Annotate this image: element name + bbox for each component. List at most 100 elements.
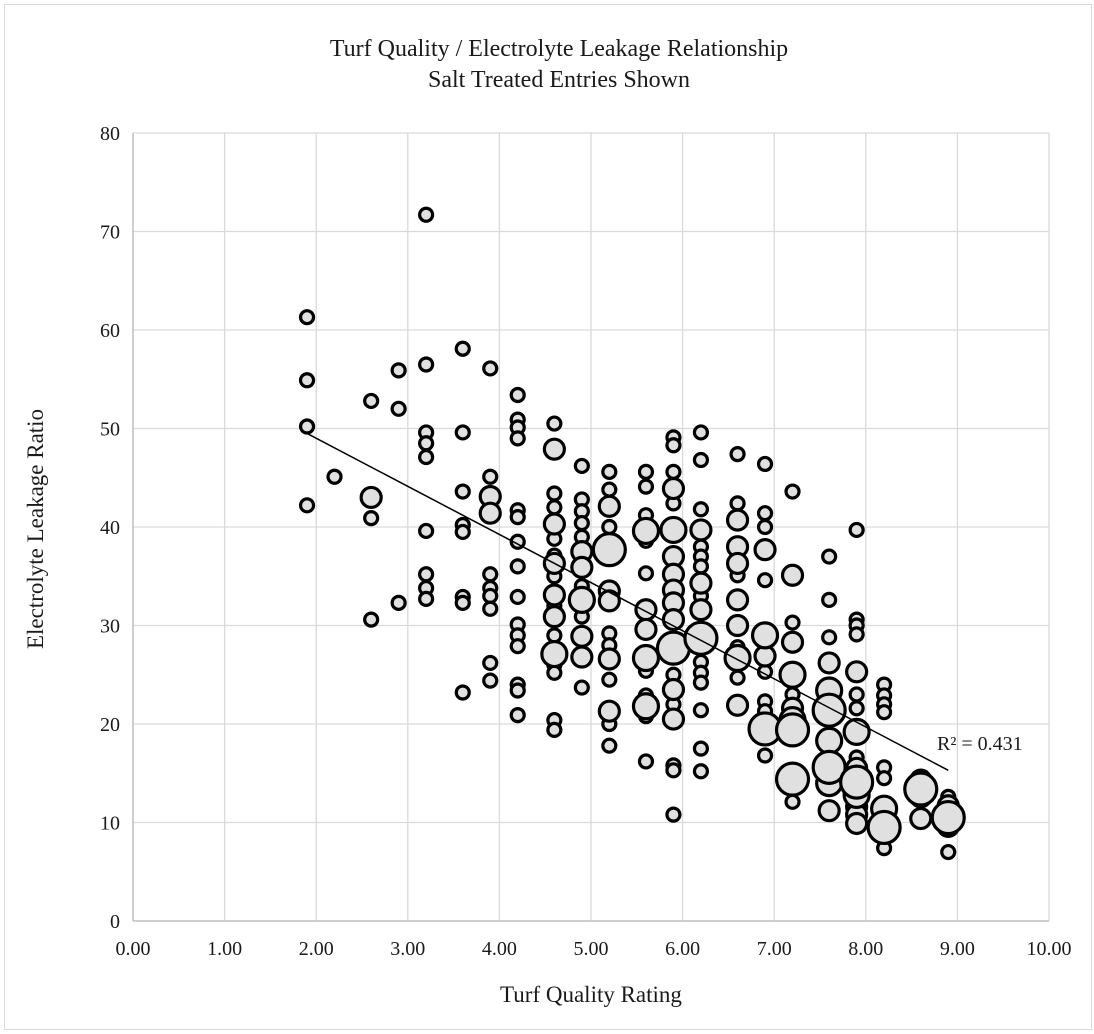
y-tick-label: 80 bbox=[100, 123, 120, 145]
axes bbox=[132, 133, 1049, 922]
data-point bbox=[634, 598, 658, 622]
data-point bbox=[597, 699, 621, 723]
data-point bbox=[637, 753, 655, 770]
data-point bbox=[756, 747, 774, 764]
data-point bbox=[774, 761, 811, 797]
data-point bbox=[659, 515, 688, 545]
chart-title: Turf Quality / Electrolyte Leakage Relat… bbox=[330, 36, 788, 62]
data-point bbox=[418, 206, 435, 223]
data-point bbox=[390, 400, 407, 417]
data-point bbox=[725, 508, 750, 532]
x-tick-label: 6.00 bbox=[665, 938, 700, 960]
data-point bbox=[540, 639, 569, 669]
data-point bbox=[482, 672, 499, 689]
data-point bbox=[542, 437, 566, 461]
data-point bbox=[298, 418, 316, 435]
data-point bbox=[845, 660, 869, 684]
data-point bbox=[729, 669, 746, 686]
x-tick-label: 8.00 bbox=[848, 938, 883, 960]
data-point bbox=[363, 611, 380, 628]
data-point bbox=[509, 558, 526, 575]
data-point bbox=[909, 806, 933, 831]
data-point bbox=[326, 468, 343, 485]
y-tick-label: 30 bbox=[100, 616, 120, 638]
data-point bbox=[725, 613, 750, 638]
data-point bbox=[692, 702, 710, 719]
y-axis-title: Electrolyte Leakage Ratio bbox=[23, 409, 48, 649]
data-point bbox=[454, 594, 471, 611]
x-tick-label: 4.00 bbox=[482, 938, 517, 960]
data-point bbox=[780, 563, 805, 587]
data-point bbox=[597, 589, 621, 613]
data-point bbox=[601, 671, 618, 688]
y-tick-label: 0 bbox=[110, 911, 120, 933]
x-tick-labels: 0.00 1.00 2.00 3.00 4.00 5.00 6.00 7.00 8.00 9.00… bbox=[116, 938, 1072, 960]
data-point bbox=[546, 664, 563, 681]
data-point bbox=[601, 518, 618, 536]
data-point bbox=[509, 638, 526, 655]
data-point bbox=[689, 571, 713, 595]
data-point bbox=[573, 514, 590, 532]
data-point bbox=[845, 811, 869, 836]
data-point bbox=[637, 463, 655, 480]
x-tick-label: 10.00 bbox=[1027, 938, 1072, 960]
data-point bbox=[756, 572, 774, 589]
data-point bbox=[597, 647, 621, 671]
data-point bbox=[661, 476, 686, 501]
data-point bbox=[482, 587, 499, 605]
y-tick-label: 20 bbox=[100, 714, 120, 736]
data-point bbox=[778, 660, 807, 689]
data-point bbox=[478, 501, 502, 525]
data-point bbox=[683, 620, 719, 656]
data-point bbox=[692, 451, 710, 469]
data-point bbox=[298, 497, 316, 514]
data-point bbox=[482, 360, 499, 377]
data-point bbox=[876, 770, 893, 787]
data-point bbox=[780, 630, 805, 654]
data-point bbox=[634, 617, 658, 642]
data-point bbox=[482, 600, 499, 617]
data-point bbox=[784, 483, 801, 500]
data-point bbox=[839, 764, 875, 800]
data-point bbox=[509, 707, 526, 724]
data-point bbox=[418, 356, 435, 373]
data-point bbox=[454, 340, 471, 357]
data-point bbox=[597, 494, 621, 518]
chart-subtitle: Salt Treated Entries Shown bbox=[428, 67, 690, 93]
data-point bbox=[689, 518, 713, 542]
data-point bbox=[509, 588, 526, 606]
data-point bbox=[692, 740, 710, 757]
data-point bbox=[848, 521, 865, 539]
data-point bbox=[542, 512, 566, 536]
trendline bbox=[306, 432, 949, 771]
y-tick-label: 70 bbox=[100, 222, 120, 244]
data-point bbox=[482, 654, 499, 672]
data-point bbox=[725, 588, 750, 612]
data-point bbox=[750, 621, 780, 650]
data-point bbox=[692, 558, 710, 575]
data-point bbox=[546, 499, 563, 516]
data-point bbox=[817, 799, 841, 823]
data-point bbox=[848, 626, 865, 643]
trendline-group bbox=[306, 432, 949, 771]
data-point bbox=[848, 686, 865, 703]
data-point bbox=[815, 726, 844, 755]
data-point bbox=[454, 424, 471, 441]
data-point bbox=[509, 509, 526, 526]
data-point bbox=[725, 693, 750, 717]
data-point bbox=[637, 565, 655, 582]
data-point bbox=[418, 435, 435, 452]
data-point bbox=[509, 682, 526, 699]
data-point bbox=[591, 532, 627, 568]
y-tick-label: 50 bbox=[100, 419, 120, 441]
data-point bbox=[811, 692, 847, 728]
data-point bbox=[390, 362, 407, 379]
data-point bbox=[363, 392, 380, 410]
data-point bbox=[509, 386, 526, 404]
data-point bbox=[542, 605, 566, 629]
data-point bbox=[390, 594, 407, 611]
data-point bbox=[774, 712, 811, 748]
data-point bbox=[546, 485, 563, 502]
data-point bbox=[454, 684, 471, 701]
